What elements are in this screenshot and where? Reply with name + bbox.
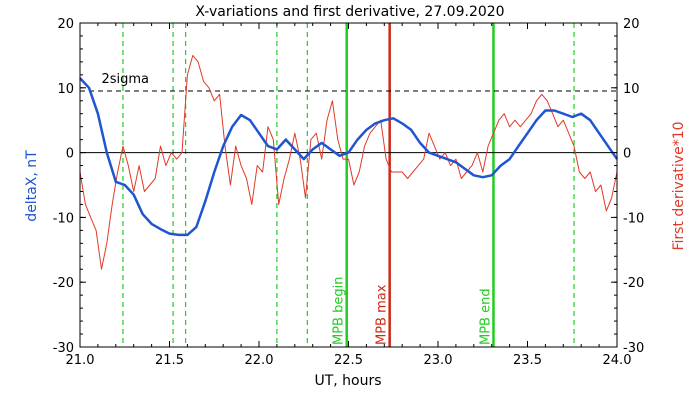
series-line-deltax [79, 77, 619, 237]
series-layer [79, 54, 619, 270]
y-tick-label-right: -10 [623, 211, 644, 226]
vertical-markers: MPB begin MPB max MPB end [122, 23, 575, 347]
y-tick-label-right: 0 [623, 147, 631, 162]
chart-title: X-variations and first derivative, 27.09… [195, 4, 504, 20]
y-tick-label-right: 10 [623, 82, 640, 97]
y-tick-label-left: 10 [57, 82, 74, 97]
y-tick-label-right: -30 [623, 341, 644, 356]
x-axis-label: UT, hours [314, 373, 381, 389]
x-tick-label: 22.0 [245, 353, 274, 368]
axes-ticks: 21.0 21.5 22.0 22.5 23.0 23.5 24.0 20 20 10 10 0 0 -1… [53, 17, 644, 368]
x-tick-label: 21.5 [155, 353, 184, 368]
x-tick-label: 24.0 [603, 353, 632, 368]
x-tick-label: 23.0 [424, 353, 453, 368]
x-tick-label: 22.5 [334, 353, 363, 368]
threshold-label: 2sigma [101, 72, 149, 87]
y-tick-label-left: -30 [53, 341, 74, 356]
x-tick-label: 21.0 [66, 353, 95, 368]
y-tick-label-left: 0 [66, 147, 74, 162]
vertical-marker-label-6: MPB begin [332, 277, 347, 345]
vertical-marker-label-7: MPB max [375, 284, 390, 345]
y-tick-label-right: -20 [623, 276, 644, 291]
y-tick-label-right: 20 [623, 17, 640, 32]
y-tick-label-left: 20 [57, 17, 74, 32]
series-line-derivative [79, 54, 618, 270]
y-axis-label-left: deltaX, nT [24, 150, 40, 222]
y-axis-label-right: First derivative*10 [671, 121, 687, 250]
x-tick-label: 23.5 [513, 353, 542, 368]
vertical-marker-label-8: MPB end [478, 288, 493, 345]
y-tick-label-left: -20 [53, 276, 74, 291]
y-tick-label-left: -10 [53, 211, 74, 226]
